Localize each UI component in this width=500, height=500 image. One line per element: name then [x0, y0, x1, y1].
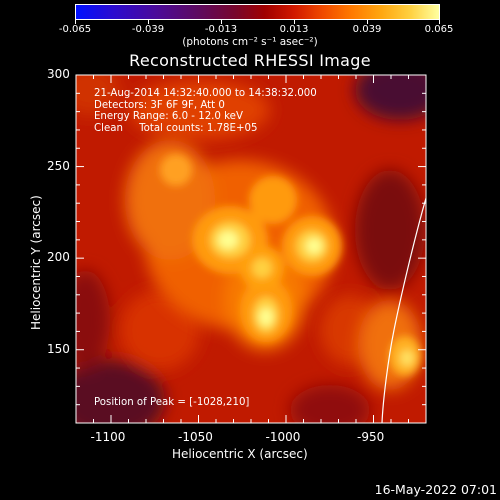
y-axis	[76, 74, 426, 424]
x-axis-label: Heliocentric X (arcsec)	[172, 447, 308, 461]
colorbar-axis	[75, 20, 440, 25]
x-tick-label: -1050	[178, 430, 213, 444]
info-line: Detectors: 3F 6F 9F, Att 0	[94, 99, 225, 111]
colorbar-units: (photons cm⁻² s⁻¹ asec⁻²)	[182, 36, 318, 48]
timestamp: 16-May-2022 07:01	[374, 482, 497, 497]
y-tick-label: 300	[47, 67, 70, 81]
x-axis	[93, 75, 427, 423]
colorbar-tick-label: 0.065	[424, 24, 454, 35]
colorbar-tick-label: -0.039	[131, 24, 165, 35]
colorbar-tick-label: 0.013	[279, 24, 309, 35]
colorbar-tick-label: 0.039	[352, 24, 382, 35]
y-axis-label: Heliocentric Y (arcsec)	[29, 195, 43, 330]
colorbar	[75, 4, 440, 20]
colorbar-tick-label: -0.013	[204, 24, 238, 35]
y-tick-label: 200	[47, 250, 70, 265]
info-line: 21-Aug-2014 14:32:40.000 to 14:38:32.000	[94, 88, 317, 99]
chart-title: Reconstructed RHESSI Image	[129, 51, 371, 70]
x-tick-label: -950	[357, 430, 385, 444]
info-line: Energy Range: 6.0 - 12.0 keV	[94, 111, 243, 123]
info-line: Clean Total counts: 1.78E+05	[94, 122, 258, 134]
peak-position-label: Position of Peak = [-1028,210]	[94, 397, 250, 408]
y-tick-label: 150	[47, 341, 70, 356]
colorbar-tick-label: -0.065	[58, 24, 92, 35]
x-tick-label: -1000	[265, 430, 301, 444]
y-tick-label: 250	[47, 158, 70, 173]
x-tick-label: -1100	[90, 430, 126, 444]
